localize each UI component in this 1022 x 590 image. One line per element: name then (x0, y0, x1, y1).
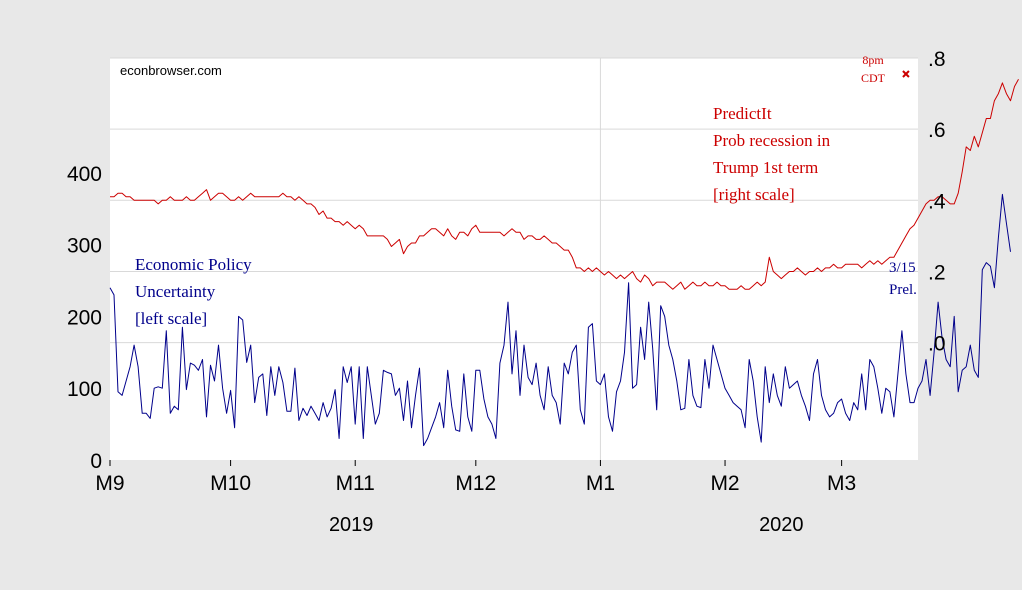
marker-stroke (902, 70, 910, 78)
x-tick-label: M1 (586, 472, 615, 495)
annotation-prelim: 3/15 Prel. (889, 260, 917, 298)
year-label: 2019 (329, 514, 374, 536)
series-line-epu (109, 193, 1011, 447)
left-tick-label: 400 (67, 163, 102, 186)
annotation-line: 8pm (862, 53, 884, 67)
axes-layer: M9 M10 M11 M12 M1 M2 M3 2019 2020 0 100 200 300 400 .0… (67, 48, 946, 536)
x-tick-label: M10 (210, 472, 251, 495)
annotation-line: PredictIt (713, 104, 772, 123)
x-tick-label: M3 (827, 472, 856, 495)
left-tick-label: 0 (90, 450, 102, 473)
right-tick-label: .0 (928, 333, 946, 356)
series-line-predictit (110, 79, 1019, 290)
plot-area (110, 58, 918, 460)
right-tick-label: .8 (928, 48, 946, 71)
left-tick-label: 100 (67, 378, 102, 401)
left-tick-label: 300 (67, 235, 102, 258)
annotation-line: CDT (861, 71, 886, 85)
marker-8pm-cdt (902, 70, 910, 78)
annotation-line: [right scale] (713, 185, 795, 204)
annotation-line: 3/15 (889, 260, 916, 276)
annotation-epu: Economic Policy Uncertainty [left scale] (135, 255, 252, 328)
right-tick-label: .2 (928, 261, 946, 284)
x-tick-label: M9 (95, 472, 124, 495)
x-tick-label: M11 (336, 472, 375, 495)
left-tick-label: 200 (67, 306, 102, 329)
annotation-line: Prel. (889, 282, 917, 298)
year-label: 2020 (759, 514, 804, 536)
annotation-line: [left scale] (135, 309, 207, 328)
annotation-line: Uncertainty (135, 282, 216, 301)
annotation-time: 8pm CDT (861, 53, 886, 85)
annotation-line: Economic Policy (135, 255, 252, 274)
annotation-line: Trump 1st term (713, 158, 818, 177)
series-layer (109, 70, 1019, 447)
annotation-predictit: PredictIt Prob recession in Trump 1st term… (713, 104, 831, 204)
x-tick-label: M2 (710, 472, 739, 495)
watermark: econbrowser.com (120, 63, 222, 78)
annotation-line: Prob recession in (713, 131, 831, 150)
x-tick-label: M12 (455, 472, 496, 495)
right-tick-label: .6 (928, 119, 946, 142)
right-tick-label: .4 (928, 190, 946, 213)
